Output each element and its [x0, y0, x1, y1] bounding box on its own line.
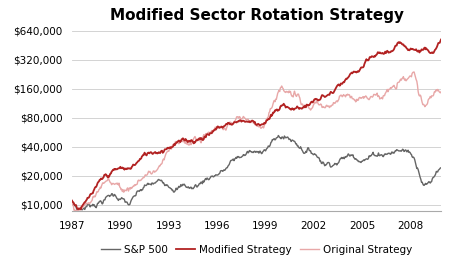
Legend: S&P 500, Modified Strategy, Original Strategy: S&P 500, Modified Strategy, Original Str…: [97, 241, 416, 259]
Original Strategy: [438, 90, 444, 93]
S&P 500: [276, 134, 281, 137]
Original Strategy: [395, 81, 400, 84]
S&P 500: [395, 149, 400, 152]
Modified Strategy: [212, 128, 217, 131]
S&P 500: [396, 149, 401, 153]
Modified Strategy: [97, 178, 102, 182]
Title: Modified Sector Rotation Strategy: Modified Sector Rotation Strategy: [109, 8, 404, 23]
Modified Strategy: [325, 93, 331, 96]
Modified Strategy: [395, 42, 400, 45]
Modified Strategy: [438, 38, 444, 41]
Original Strategy: [97, 188, 102, 191]
Original Strategy: [69, 200, 75, 203]
Modified Strategy: [238, 119, 243, 122]
S&P 500: [438, 166, 444, 169]
S&P 500: [69, 201, 75, 204]
Line: S&P 500: S&P 500: [72, 136, 441, 210]
Modified Strategy: [395, 41, 400, 44]
Modified Strategy: [78, 208, 83, 211]
Original Strategy: [411, 70, 417, 74]
Line: Original Strategy: Original Strategy: [72, 72, 441, 212]
S&P 500: [326, 161, 332, 164]
Original Strategy: [74, 210, 79, 213]
Line: Modified Strategy: Modified Strategy: [72, 40, 441, 209]
Original Strategy: [238, 117, 243, 121]
S&P 500: [79, 208, 85, 212]
S&P 500: [212, 174, 217, 177]
Original Strategy: [212, 127, 217, 131]
Modified Strategy: [69, 199, 75, 202]
S&P 500: [238, 156, 243, 159]
S&P 500: [97, 200, 102, 204]
Original Strategy: [395, 82, 400, 85]
Original Strategy: [325, 105, 331, 108]
